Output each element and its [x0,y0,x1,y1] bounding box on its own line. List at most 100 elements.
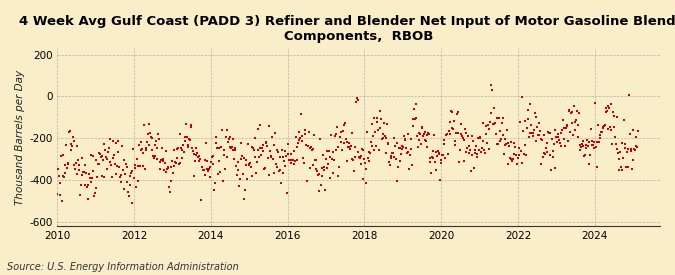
Point [122,165,133,169]
Point [441,133,452,137]
Point [612,147,622,152]
Point [413,131,424,135]
Point [511,153,522,157]
Point [138,150,149,155]
Point [245,161,256,166]
Point [591,139,602,144]
Point [263,124,274,128]
Point [381,135,392,140]
Point [624,93,634,98]
Point [427,155,437,160]
Point [99,142,110,146]
Point [231,164,242,168]
Point [84,172,95,177]
Point [550,128,561,132]
Point [268,171,279,175]
Point [139,123,150,127]
Point [475,136,486,141]
Point [292,141,303,145]
Point [421,139,431,144]
Point [153,132,163,136]
Point [567,121,578,125]
Point [83,182,94,187]
Point [472,155,483,159]
Point [585,127,596,131]
Point [69,139,80,143]
Point [369,148,379,152]
Point [606,128,617,132]
Point [556,130,567,135]
Point [495,128,506,133]
Point [53,167,63,171]
Point [628,128,639,133]
Point [408,123,419,128]
Point [267,157,278,162]
Point [491,141,502,146]
Point [568,133,578,137]
Point [532,124,543,129]
Point [140,146,151,150]
Point [630,143,641,148]
Point [273,150,284,154]
Point [499,152,510,157]
Point [454,147,465,152]
Point [298,160,309,165]
Point [73,158,84,163]
Point [482,141,493,145]
Point [191,146,202,151]
Point [437,153,448,157]
Point [315,183,326,187]
Point [79,163,90,168]
Point [140,167,151,172]
Point [109,153,119,158]
Point [202,166,213,171]
Point [151,145,162,150]
Point [340,121,350,126]
Point [289,149,300,153]
Point [88,154,99,158]
Point [435,177,446,182]
Point [626,166,637,171]
Point [58,152,69,157]
Point [588,143,599,147]
Point [414,138,425,142]
Point [209,188,219,192]
Point [575,142,586,147]
Point [493,116,504,120]
Point [61,143,72,147]
Point [125,183,136,187]
Point [319,165,329,169]
Point [110,172,121,177]
Point [313,173,323,177]
Point [479,148,489,152]
Point [605,102,616,106]
Point [76,183,86,188]
Point [346,144,356,148]
Point [273,169,284,174]
Point [302,144,313,148]
Point [496,121,507,126]
Point [535,129,545,133]
Point [142,132,153,136]
Point [593,140,604,144]
Point [120,161,131,166]
Point [227,137,238,142]
Point [188,149,198,154]
Point [526,131,537,135]
Point [570,128,580,132]
Point [362,130,373,134]
Point [182,145,193,150]
Point [574,147,585,152]
Point [504,144,514,148]
Point [230,148,241,152]
Point [543,130,554,134]
Point [616,141,627,146]
Point [192,150,202,155]
Point [96,174,107,178]
Point [449,119,460,123]
Point [158,157,169,162]
Point [342,159,352,163]
Point [331,125,342,129]
Point [254,155,265,160]
Point [256,146,267,150]
